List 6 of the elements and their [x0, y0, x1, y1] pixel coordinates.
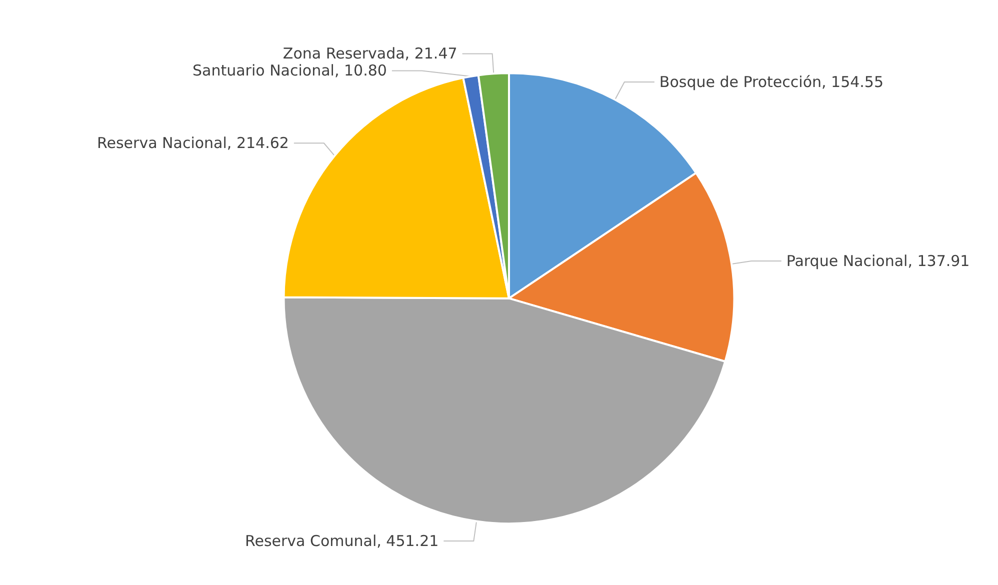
slice-label: Bosque de Protección, 154.55 — [659, 73, 884, 91]
slice-label: Reserva Comunal, 451.21 — [244, 532, 439, 550]
slice-label: Reserva Nacional, 214.62 — [97, 134, 289, 152]
slice-label: Parque Nacional, 137.91 — [786, 252, 970, 270]
slice-label: Zona Reservada, 21.47 — [282, 44, 458, 63]
slice-label: Santuario Nacional, 10.80 — [192, 62, 387, 80]
